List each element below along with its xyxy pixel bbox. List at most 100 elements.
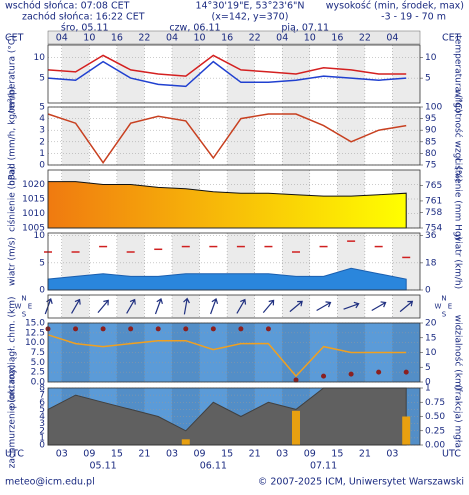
- right-axis-label: widzialność (km): [453, 315, 464, 391]
- area: [47, 181, 407, 229]
- bottom-date: 06.11: [200, 461, 227, 472]
- panel-bg: [48, 45, 420, 103]
- compass-label: N: [441, 295, 446, 303]
- y-tick-label: 5.0: [31, 358, 46, 368]
- top-tick-label: 22: [138, 33, 150, 44]
- bottom-tick-label: 03: [276, 449, 288, 460]
- top-zone: CET: [442, 33, 461, 44]
- y2-tick-label: 1: [425, 384, 431, 394]
- y-tick-label: 5: [39, 74, 45, 84]
- line: [47, 54, 407, 77]
- dot: [155, 326, 161, 332]
- compass-label: W: [435, 303, 442, 311]
- y-tick-label: 6: [39, 398, 45, 408]
- y2-tick-label: 754: [425, 224, 442, 234]
- y-tick-label: 10: [34, 231, 46, 241]
- compass-label: S: [22, 311, 27, 319]
- y2-tick-label: 80: [425, 149, 437, 159]
- bottom-tick-label: 15: [221, 449, 233, 460]
- compass-label: W: [15, 303, 22, 311]
- bottom-tick-label: 21: [138, 449, 150, 460]
- footer-left: meteo@icm.edu.pl: [5, 477, 95, 488]
- compass-label: N: [21, 295, 26, 303]
- y-tick-label: 2: [39, 426, 45, 436]
- y-tick-label: 0: [39, 161, 45, 171]
- panel-frame: [47, 44, 421, 104]
- bottom-tick-label: 03: [386, 449, 398, 460]
- elevation-title: wysokość (min, środek, max): [326, 1, 464, 12]
- panel-frame: [47, 106, 421, 166]
- left-axis-label: opad (mm/h, kg/m²/h): [8, 86, 18, 185]
- top-tick-label: 22: [359, 33, 371, 44]
- band: [172, 107, 200, 165]
- y-tick-label: 5: [39, 103, 45, 113]
- compass-label: E: [28, 303, 32, 311]
- elevation: -3 - 19 - 70 m: [381, 12, 446, 23]
- y-tick-label: 10.0: [25, 338, 45, 348]
- panel-frame: [47, 387, 421, 446]
- wind-arrow: [262, 299, 275, 314]
- line: [47, 60, 407, 88]
- y2-tick-label: 95: [425, 114, 436, 124]
- y2-tick-label: 5: [425, 74, 431, 84]
- y2-tick-label: 18: [425, 258, 437, 268]
- wind-arrow: [97, 299, 109, 314]
- top-tick-label: 04: [386, 33, 398, 44]
- top-tick-label: 22: [249, 33, 261, 44]
- dot: [100, 326, 106, 332]
- y-tick-label: 3: [39, 126, 45, 136]
- left-axis-label: temperatura (°C): [8, 35, 18, 112]
- wind-arrow: [126, 298, 136, 314]
- wind-arrow: [183, 297, 190, 315]
- wind-arrow: [236, 298, 247, 314]
- wind-arrow: [343, 301, 360, 310]
- bottom-tick-label: 03: [56, 449, 68, 460]
- y-tick-label: 10: [34, 53, 46, 63]
- y-tick-label: 7: [39, 391, 45, 401]
- compass-label: S: [442, 311, 447, 319]
- dot: [183, 326, 189, 332]
- panel-bg: [48, 107, 420, 165]
- y2-tick-label: 765: [425, 181, 442, 191]
- sunrise: wschód słońca: 07:08 CET: [5, 1, 130, 12]
- bottom-tick-label: 09: [194, 449, 206, 460]
- y2-tick-label: 10: [425, 53, 437, 63]
- y-tick-label: 2.5: [31, 368, 45, 378]
- dot: [403, 369, 409, 375]
- bottom-date: 05.11: [90, 461, 117, 472]
- y2-tick-label: 10: [425, 348, 437, 358]
- wind-arrow: [71, 298, 81, 314]
- panel-frame: [47, 294, 421, 319]
- line: [47, 113, 407, 165]
- top-tick-label: 16: [111, 33, 123, 44]
- y-tick-label: 4: [39, 114, 45, 124]
- y2-tick-label: 758: [425, 208, 442, 218]
- right-axis-label: wilgotność wzgl. (%): [453, 90, 464, 182]
- wind-arrow: [316, 301, 332, 312]
- top-tick-label: 16: [221, 33, 233, 44]
- dot: [293, 377, 299, 383]
- y2-tick-label: 0.00: [425, 441, 445, 451]
- dot: [238, 326, 244, 332]
- dot: [265, 326, 271, 332]
- y2-tick-label: 0: [425, 378, 431, 388]
- footer-right: © 2007-2025 ICM, Uniwersytet Warszawski: [258, 477, 464, 488]
- bottom-zone: UTC: [442, 449, 461, 460]
- top-tick-label: 16: [331, 33, 343, 44]
- dot: [128, 326, 134, 332]
- line: [47, 334, 407, 378]
- y-tick-label: 12.5: [25, 328, 45, 338]
- y2-tick-label: 90: [425, 126, 437, 136]
- bottom-tick-label: 09: [304, 449, 316, 460]
- dot: [321, 373, 327, 379]
- y2-tick-label: 0.50: [425, 412, 445, 422]
- y2-tick-label: 15: [425, 333, 436, 343]
- y-tick-label: 4: [39, 412, 45, 422]
- top-tick-label: 10: [304, 33, 316, 44]
- left-axis-label: wiatr (m/s): [8, 237, 18, 286]
- y-tick-label: 0.0: [31, 378, 46, 388]
- bottom-date: 07.11: [310, 461, 337, 472]
- top-date: czw, 06.11: [169, 23, 220, 34]
- fog-bar: [292, 410, 300, 445]
